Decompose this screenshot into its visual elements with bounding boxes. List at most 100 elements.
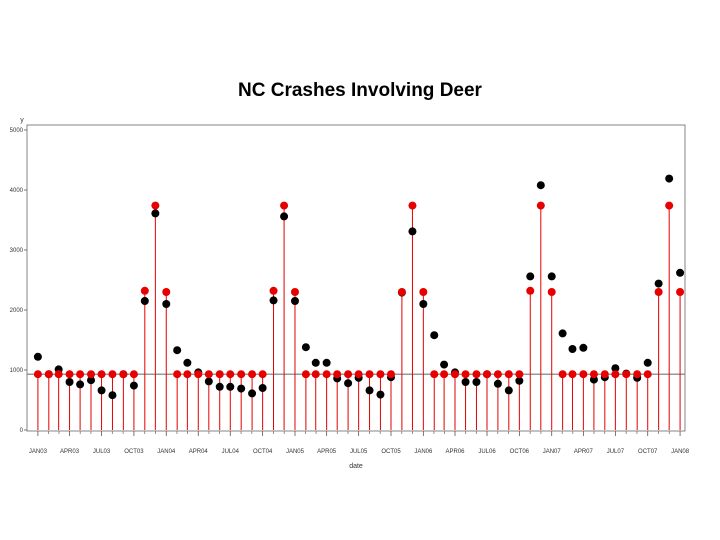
x-tick-label: APR06 <box>445 449 465 455</box>
red-point <box>215 370 224 379</box>
chart-title: NC Crashes Involving Deer <box>238 80 482 101</box>
red-point <box>280 201 289 210</box>
red-point <box>44 370 53 379</box>
red-point <box>419 288 428 296</box>
red-point <box>151 201 160 210</box>
y-tick-label: 1000 <box>10 368 24 374</box>
x-tick-label: APR03 <box>60 449 80 455</box>
red-point <box>622 370 631 379</box>
red-point <box>397 288 406 296</box>
red-point <box>87 370 96 379</box>
red-point <box>108 370 117 379</box>
y-axis-label: y <box>20 117 24 124</box>
red-point <box>483 370 492 379</box>
red-point <box>386 370 395 379</box>
red-point <box>226 370 235 379</box>
x-tick-label: JUL05 <box>350 449 368 455</box>
black-point <box>97 386 106 395</box>
red-point <box>54 370 63 379</box>
red-point <box>162 288 171 296</box>
x-tick-label: JAN08 <box>671 449 690 455</box>
black-point <box>280 212 289 221</box>
y-tick-label: 4000 <box>10 188 24 194</box>
black-point <box>654 279 663 288</box>
x-tick-label: JAN07 <box>543 449 562 455</box>
black-point <box>87 376 96 385</box>
black-point <box>408 227 417 236</box>
black-point <box>558 329 567 338</box>
x-tick-label: JAN04 <box>157 449 176 455</box>
red-point <box>322 370 331 379</box>
red-point <box>129 370 138 379</box>
black-point <box>472 378 481 386</box>
red-point <box>526 286 535 295</box>
x-tick-label: APR07 <box>574 449 594 455</box>
black-point <box>301 343 310 352</box>
y-tick-label: 2000 <box>10 308 24 314</box>
black-point <box>162 300 171 308</box>
black-point <box>665 174 674 183</box>
x-tick-label: JUL06 <box>478 449 496 455</box>
red-point <box>183 370 192 379</box>
black-point <box>440 360 449 369</box>
red-point <box>33 370 42 379</box>
red-point <box>611 370 620 379</box>
red-point <box>461 370 470 379</box>
x-tick-label: JUL07 <box>607 449 625 455</box>
red-point <box>269 286 278 295</box>
red-point <box>493 370 502 379</box>
x-tick-label: OCT03 <box>124 449 144 455</box>
red-point <box>504 370 513 379</box>
x-tick-label: OCT06 <box>510 449 530 455</box>
black-point <box>237 384 246 393</box>
x-tick-label: APR04 <box>189 449 209 455</box>
black-point <box>611 364 620 373</box>
red-point <box>65 370 74 379</box>
red-point <box>450 370 459 379</box>
black-point <box>376 390 385 399</box>
red-point <box>536 201 545 210</box>
y-tick-label: 5000 <box>10 128 24 134</box>
red-point <box>440 370 449 379</box>
red-point <box>290 288 299 296</box>
red-point <box>665 201 674 210</box>
x-tick-label: OCT04 <box>253 449 273 455</box>
red-point <box>76 370 85 379</box>
red-point <box>173 370 182 379</box>
red-point <box>589 370 598 379</box>
black-point <box>108 391 117 400</box>
black-point <box>419 300 428 308</box>
red-point <box>600 370 609 379</box>
red-point <box>354 370 363 379</box>
red-point <box>344 370 353 379</box>
black-point <box>248 389 257 398</box>
black-point <box>344 379 353 388</box>
x-tick-label: JUL03 <box>93 449 111 455</box>
plot-frame <box>26 124 686 432</box>
red-point <box>472 370 481 379</box>
red-point <box>430 370 439 379</box>
red-point <box>237 370 246 379</box>
red-point <box>365 370 374 379</box>
black-points <box>33 174 685 400</box>
black-point <box>515 376 524 385</box>
x-tick-label: APR05 <box>317 449 337 455</box>
black-point <box>311 358 320 367</box>
x-axis-label: date <box>349 463 363 470</box>
black-point <box>140 297 149 305</box>
black-point <box>129 381 138 390</box>
red-point <box>515 370 524 379</box>
red-point <box>558 370 567 379</box>
red-point <box>333 370 342 379</box>
black-point <box>173 346 182 355</box>
red-point <box>97 370 106 379</box>
red-point <box>140 286 149 295</box>
black-point <box>536 181 545 190</box>
red-point <box>376 370 385 379</box>
red-point <box>204 370 213 379</box>
black-point <box>183 358 192 367</box>
red-needles <box>37 205 681 430</box>
black-point <box>76 380 85 389</box>
red-point <box>579 370 588 379</box>
